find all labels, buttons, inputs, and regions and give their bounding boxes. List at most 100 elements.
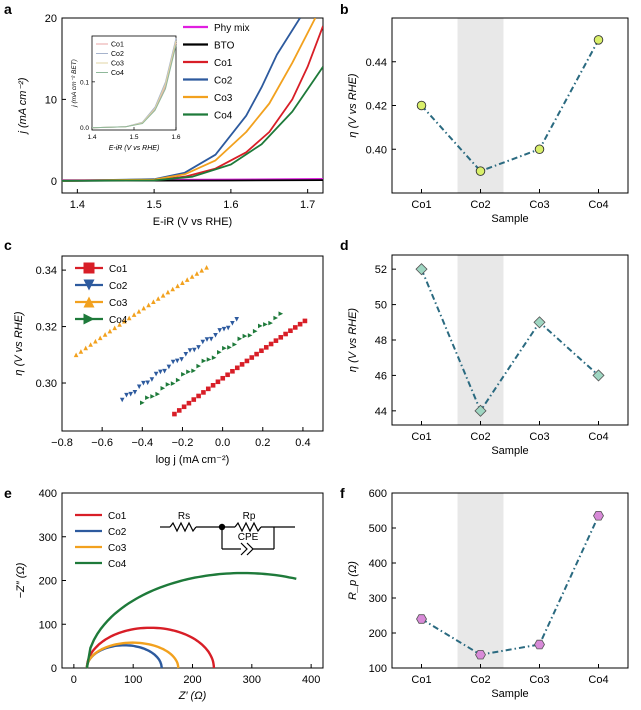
data-point-co3 [160,293,166,298]
data-point-co2 [196,345,201,350]
inset-series-line [91,45,177,129]
y-tick-label: 0 [51,176,57,188]
data-point-co2 [187,348,193,353]
data-point-co1 [268,341,274,347]
inset-y-tick-label: 0.1 [80,79,89,86]
data-point [533,316,546,329]
data-point [534,144,545,154]
legend-label: Co1 [214,58,233,69]
data-point-co2 [124,392,129,398]
data-point-co3 [88,342,93,347]
data-point [474,404,487,417]
data-point-co3 [170,286,175,292]
x-tick-label: 1.4 [70,199,85,211]
data-point-co1 [249,355,255,360]
legend-marker [83,262,95,274]
legend-label: Co4 [109,315,128,326]
data-point-co3 [93,338,98,344]
data-point-co1 [220,375,226,381]
data-point-co4 [145,395,150,400]
data-point-co1 [205,386,211,392]
data-point-co4 [268,320,273,326]
x-axis-label: E-iR (V vs RHE) [153,216,232,228]
data-point-co4 [263,322,268,327]
y-tick-label: 300 [39,532,57,544]
plot-frame [61,17,324,194]
y-tick-label: 600 [369,488,387,500]
data-point-co1 [181,404,187,410]
data-point-co2 [175,358,180,364]
inset-y-axis-label: j (mA cm⁻² BET) [71,59,78,108]
x-axis-label: Z′ (Ω) [178,690,207,702]
data-point-co4 [232,342,237,347]
data-point-co1 [273,338,279,343]
data-point-co3 [97,335,103,341]
panel-c: −0.8 −0.6 −0.4 −0.2 0.0 0.2 0.4 0.30 0.32 0.34 log… [13,255,324,466]
x-tick-label: 400 [302,674,320,686]
x-tick-label: 0 [71,674,77,686]
panel-letter-d: d [340,237,349,253]
y-axis-label: j (mA cm⁻²) [17,77,29,135]
data-point-co4 [165,382,171,387]
x-tick-label: 0.4 [295,437,310,449]
data-point-co1 [239,362,245,367]
y-tick-label: 0 [51,663,57,675]
cpe-symbol [240,542,248,556]
series-arc-co2 [85,644,163,669]
y-tick-label: 300 [369,593,387,605]
data-point-co1 [230,368,235,374]
data-point-co4 [273,315,278,321]
y-tick-label: 10 [45,94,57,106]
panel-a: 1.4 1.5 1.6 1.7 0 10 20 E-iR (V vs RHE) j (mA cm… [17,13,324,228]
x-tick-label: Co3 [529,674,549,686]
x-tick-label: 0.0 [215,437,230,449]
y-tick-label: 500 [369,523,387,535]
data-point-co2 [162,368,167,374]
data-point [415,263,428,276]
label-rs: Rs [178,511,190,522]
y-tick-label: 400 [39,488,57,500]
data-point-co1 [259,348,264,354]
data-point-co2 [179,357,184,362]
data-point-co3 [107,328,113,334]
data-point-co1 [263,345,269,350]
data-point-co2 [230,321,235,326]
x-tick-label: 1.5 [146,199,161,211]
data-point-co3 [117,322,122,327]
data-point-co2 [119,397,125,403]
data-point [534,639,545,650]
y-tick-label: 100 [369,663,387,675]
data-point [475,650,486,660]
series-line [420,268,600,413]
series-line [420,515,600,656]
data-point-co3 [102,332,108,337]
plot-frame [391,492,629,669]
plot-frame [391,254,629,426]
data-point-co2 [217,328,222,333]
data-point-co3 [141,305,146,311]
x-axis-label: log j (mA cm⁻²) [156,454,230,466]
data-point [475,166,486,176]
data-point-co3 [73,352,79,358]
y-tick-label: 0.44 [366,57,387,69]
y-tick-label: 400 [369,558,387,570]
plot-frame [391,17,629,194]
data-point-co3 [184,277,190,282]
series-line-co4 [62,66,323,182]
panel-letter-b: b [340,1,349,17]
x-tick-label: Co4 [588,431,608,443]
y-tick-label: 0.32 [36,322,57,334]
data-point-co2 [128,391,133,397]
y-tick-label: 0.42 [366,101,387,113]
panel-f: Co1 Co2 Co3 Co4 100 200 300 400 500 600 Sample R_p … [347,488,629,700]
data-point-co1 [297,321,303,327]
x-tick-label: Co4 [588,199,608,211]
data-point-co3 [112,325,117,331]
x-tick-label: Co2 [470,674,490,686]
x-tick-label: −0.2 [172,437,194,449]
data-point-co3 [78,349,84,354]
legend-label: Co3 [108,543,127,554]
data-point-co1 [215,379,221,385]
x-tick-label: Co4 [588,674,608,686]
